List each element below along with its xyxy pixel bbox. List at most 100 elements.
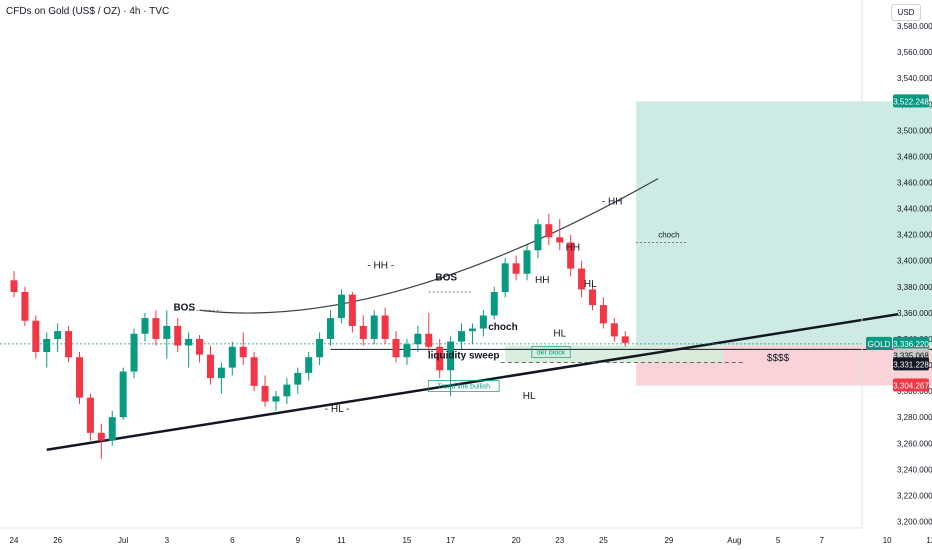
candle [534,219,542,259]
candle [206,345,214,385]
candle-body [65,331,73,358]
candle-body [141,318,149,334]
candle [239,332,247,366]
candle [21,286,29,326]
candle [588,281,596,311]
price-labels: 3,522.248 GOLD 3,336.220 3,335.0683,331.228… [866,94,929,392]
candle-body [86,397,94,433]
x-tick-label: 24 [10,536,19,545]
candle-body [21,292,29,321]
candle-body [490,292,498,316]
candle-body [185,338,193,346]
candle [97,423,105,459]
x-axis[interactable]: 2426Jul36911151720232529Aug57101215 [10,536,932,545]
price-label-box [893,94,929,108]
candle [392,331,400,363]
candle [327,310,335,346]
annotation-label: HL [584,279,597,290]
candle [119,367,127,420]
candle [196,335,204,363]
annotation-label: - HH - [367,261,394,272]
annotation-label: $$$$ [767,353,790,364]
candle-body [447,341,455,371]
x-tick-label: 25 [599,536,608,545]
candle [545,213,553,246]
annotation-label: - HL - [325,404,350,415]
annotation-label: choch [488,322,517,333]
candle [458,323,466,350]
x-tick-label: 17 [446,536,455,545]
annotation-label: - HH [602,197,623,208]
candle [479,310,487,337]
candle-body [206,354,214,379]
candle [556,219,564,251]
y-tick-label: 3,240.000 [897,465,932,474]
candle-body [163,325,171,339]
candle [294,367,302,394]
candle-body [152,318,160,339]
candle [65,325,73,363]
candle [523,245,531,281]
x-tick-label: 15 [402,536,411,545]
candle [348,292,356,333]
curve-line [199,178,659,314]
candle-body [217,367,225,379]
x-tick-label: 29 [664,536,673,545]
candle [414,325,422,352]
annotation-label: der block [537,350,566,357]
candle [337,289,345,324]
y-tick-label: 3,420.000 [897,231,932,240]
candle-body [316,338,324,358]
x-tick-label: 12 [926,536,932,545]
x-tick-label: 7 [819,536,824,545]
candle [185,332,193,368]
candle-body [512,263,520,274]
target-zone [636,101,932,346]
candle-body [174,325,182,346]
candle [621,331,629,347]
candle-body [305,357,313,373]
candle-body [501,263,509,293]
candle [174,318,182,352]
y-tick-label: 3,200.000 [897,517,932,526]
candle-body [32,320,40,352]
currency-button[interactable]: USD [891,4,921,21]
candle [567,234,575,277]
annotation-label: choch [658,230,679,239]
y-tick-label: 3,440.000 [897,205,932,214]
annotation-label: BOS [173,302,195,313]
price-label: 3,522.248 [893,97,929,106]
candle [359,315,367,346]
price-label-box [893,378,929,392]
candle-body [327,318,335,339]
candle [316,332,324,366]
candle-body [272,396,280,402]
candle-body [436,346,444,371]
y-tick-label: 3,460.000 [897,179,932,188]
candle-body [250,357,258,386]
annotations: BOS - HH - BOS HH HH HL - HH choch choch HL liquid… [173,197,789,415]
price-label: 3,335.068 [893,351,929,360]
x-tick-label: 3 [165,536,170,545]
y-tick-label: 3,560.000 [897,48,932,57]
y-tick-label: 3,280.000 [897,413,932,422]
candle [283,378,291,405]
x-tick-label: 23 [555,536,564,545]
candle [261,375,269,407]
x-tick-label: 26 [53,536,62,545]
candle-body [578,268,586,290]
candle [381,307,389,345]
candle-body [239,346,247,358]
candle [447,336,455,397]
candle [272,391,280,411]
annotation-label: BOS [435,272,457,283]
candle-body [10,280,18,293]
candle-body [108,417,116,441]
candle-body [75,357,83,398]
candle-body [228,346,236,368]
candles [10,213,629,459]
y-tick-label: 3,220.000 [897,491,932,500]
annotation-label: Trend line bullish [437,384,490,391]
candle-body [414,333,422,345]
